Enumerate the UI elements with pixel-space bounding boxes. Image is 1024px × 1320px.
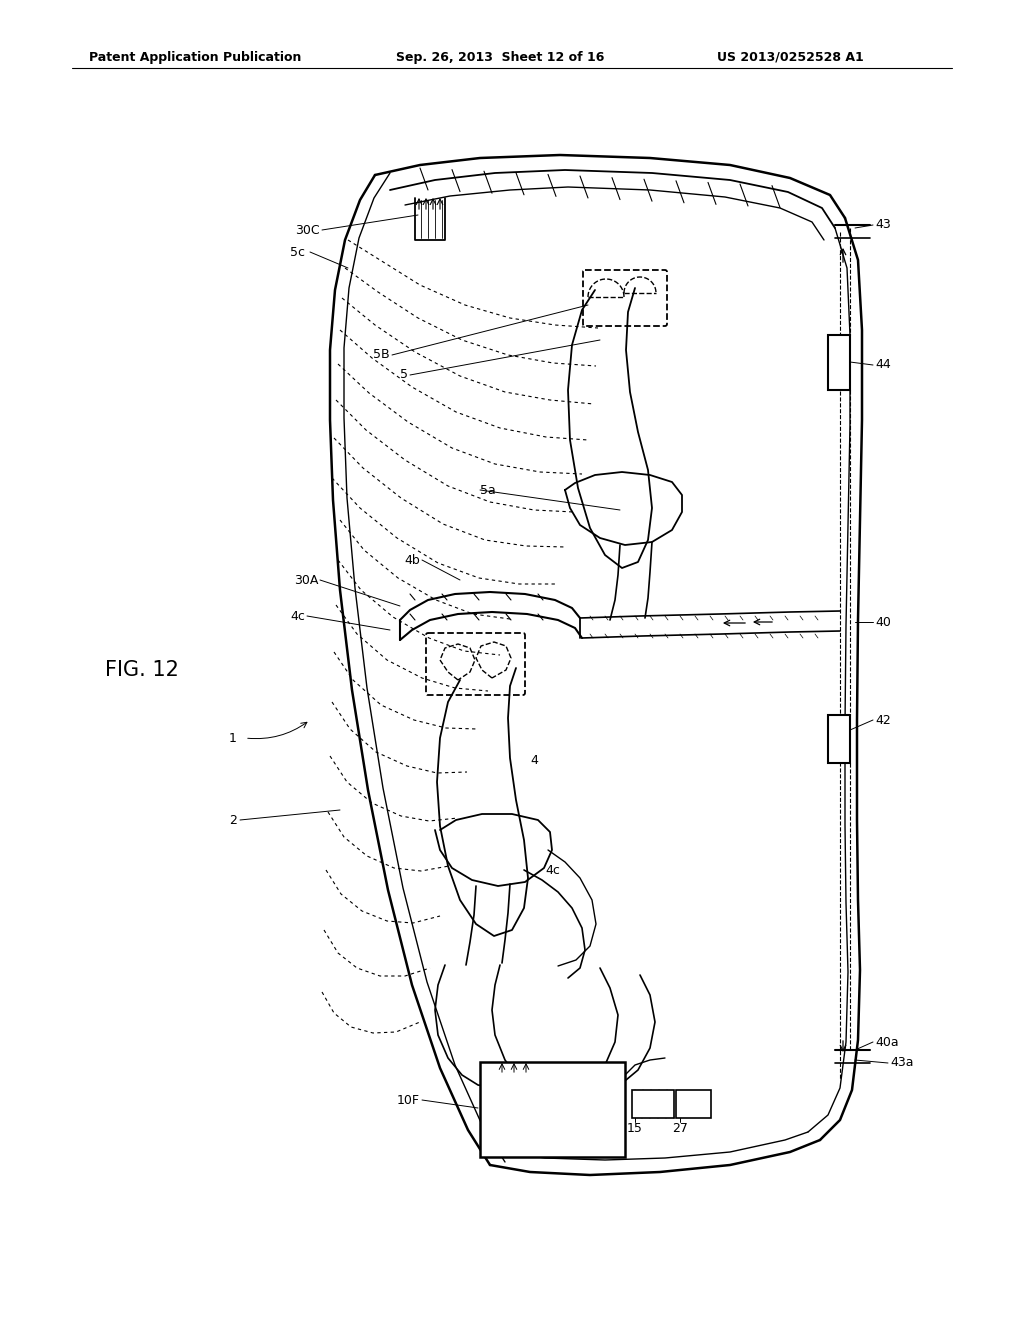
- Text: US 2013/0252528 A1: US 2013/0252528 A1: [717, 50, 863, 63]
- Text: 4b: 4b: [404, 553, 420, 566]
- Text: 15: 15: [627, 1122, 643, 1134]
- Text: 2: 2: [229, 813, 237, 826]
- Bar: [632, 1090, 674, 1118]
- Text: 4c: 4c: [545, 863, 560, 876]
- Bar: [676, 1090, 711, 1118]
- Text: 4: 4: [530, 754, 538, 767]
- Text: 30A: 30A: [294, 573, 318, 586]
- FancyBboxPatch shape: [583, 271, 667, 326]
- Text: 43: 43: [874, 219, 891, 231]
- Bar: [480, 1063, 625, 1158]
- Text: 5a: 5a: [480, 483, 496, 496]
- Bar: [828, 335, 850, 389]
- FancyBboxPatch shape: [426, 634, 525, 696]
- Text: 5B: 5B: [374, 348, 390, 362]
- Bar: [828, 715, 850, 763]
- Text: 5c: 5c: [290, 246, 305, 259]
- Text: 5: 5: [400, 368, 408, 381]
- Text: 43a: 43a: [890, 1056, 913, 1069]
- Text: 10F: 10F: [397, 1093, 420, 1106]
- Text: 27: 27: [672, 1122, 688, 1134]
- Text: 1: 1: [229, 731, 237, 744]
- Text: 44: 44: [874, 359, 891, 371]
- Text: FIG. 12: FIG. 12: [105, 660, 179, 680]
- Text: Sep. 26, 2013  Sheet 12 of 16: Sep. 26, 2013 Sheet 12 of 16: [396, 50, 604, 63]
- Text: 42: 42: [874, 714, 891, 726]
- Text: 40: 40: [874, 615, 891, 628]
- Text: Patent Application Publication: Patent Application Publication: [89, 50, 301, 63]
- Text: 40a: 40a: [874, 1035, 899, 1048]
- Text: 4c: 4c: [290, 610, 305, 623]
- Text: 30C: 30C: [295, 223, 319, 236]
